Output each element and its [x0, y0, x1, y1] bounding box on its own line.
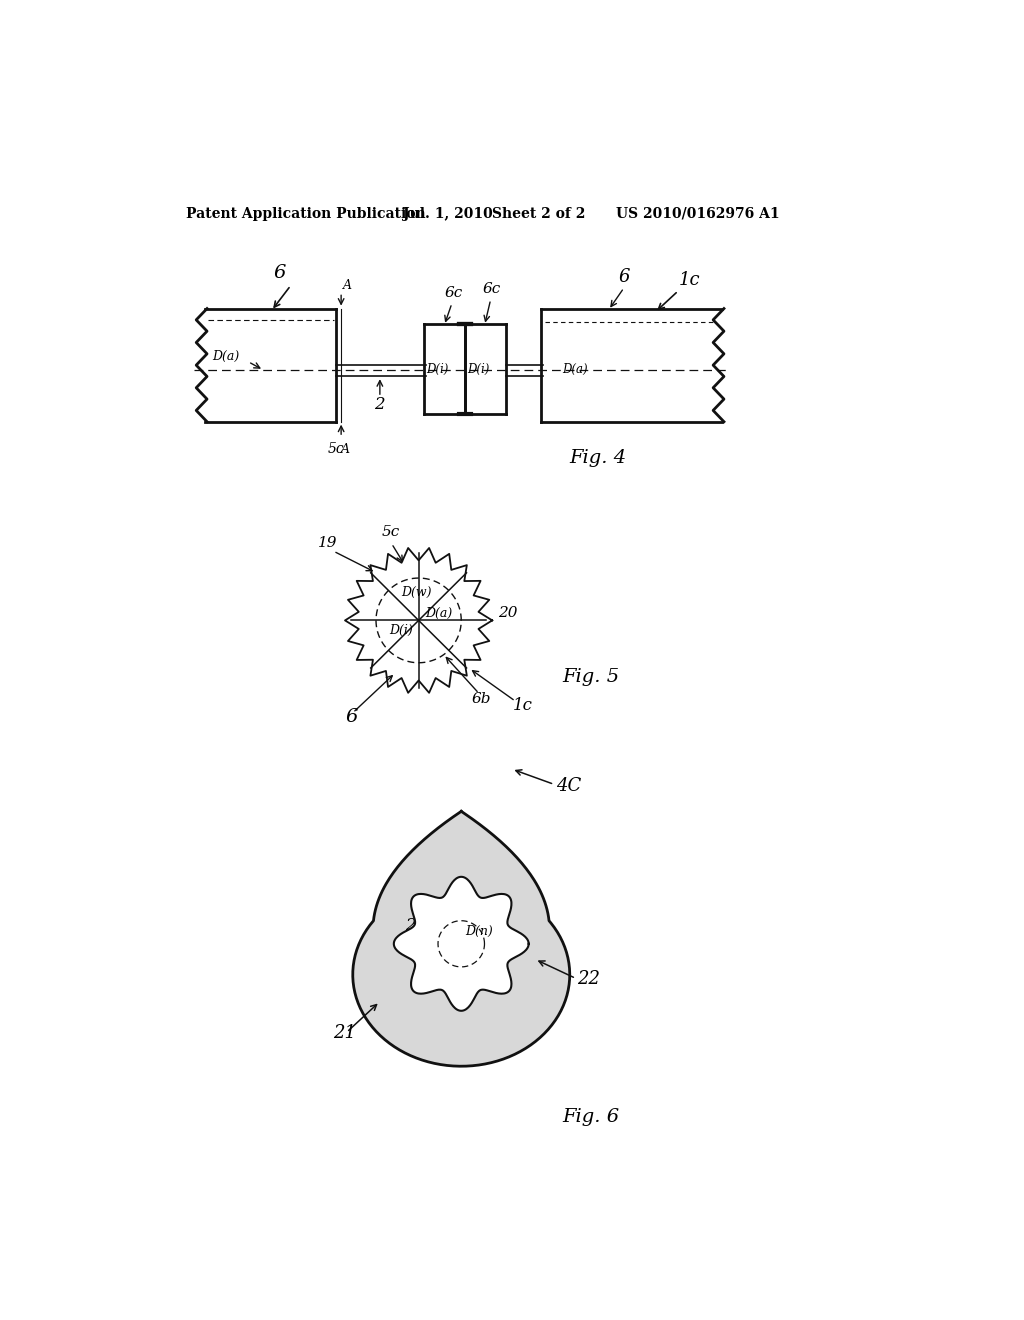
- Text: 6b: 6b: [471, 692, 490, 706]
- Text: D(a): D(a): [562, 363, 588, 375]
- Text: Fig. 6: Fig. 6: [562, 1109, 620, 1126]
- Text: Sheet 2 of 2: Sheet 2 of 2: [493, 207, 586, 220]
- Text: 6: 6: [618, 268, 630, 285]
- Text: 21: 21: [334, 1024, 356, 1041]
- Text: Jul. 1, 2010: Jul. 1, 2010: [403, 207, 493, 220]
- Text: 1c: 1c: [513, 697, 534, 714]
- Text: 6c: 6c: [483, 282, 501, 296]
- Text: D(i): D(i): [426, 363, 449, 375]
- Text: D(n): D(n): [465, 924, 493, 937]
- Text: A: A: [341, 442, 350, 455]
- Text: D(w): D(w): [401, 586, 432, 599]
- Text: 6: 6: [273, 264, 286, 281]
- Text: D(i): D(i): [467, 363, 489, 375]
- Text: 5c: 5c: [381, 525, 399, 539]
- Text: 4C: 4C: [556, 776, 581, 795]
- Polygon shape: [345, 548, 493, 693]
- Text: US 2010/0162976 A1: US 2010/0162976 A1: [616, 207, 780, 220]
- Text: 19: 19: [317, 536, 337, 550]
- Text: 6: 6: [345, 708, 357, 726]
- Text: 1c: 1c: [678, 271, 699, 289]
- Text: Fig. 5: Fig. 5: [562, 668, 620, 686]
- Polygon shape: [394, 876, 528, 1011]
- Text: D(i): D(i): [389, 624, 413, 638]
- Text: Patent Application Publication: Patent Application Publication: [186, 207, 426, 220]
- Text: 5c: 5c: [328, 442, 344, 455]
- Text: D(a): D(a): [425, 607, 452, 619]
- Text: 2: 2: [375, 396, 385, 413]
- Text: 6c: 6c: [444, 286, 463, 300]
- Text: A: A: [343, 280, 352, 292]
- Polygon shape: [352, 812, 569, 1067]
- Text: 20: 20: [499, 606, 518, 619]
- Text: 23: 23: [406, 917, 427, 935]
- Text: Fig. 4: Fig. 4: [569, 449, 627, 466]
- Text: D(a): D(a): [212, 350, 239, 363]
- Text: 22: 22: [578, 970, 600, 987]
